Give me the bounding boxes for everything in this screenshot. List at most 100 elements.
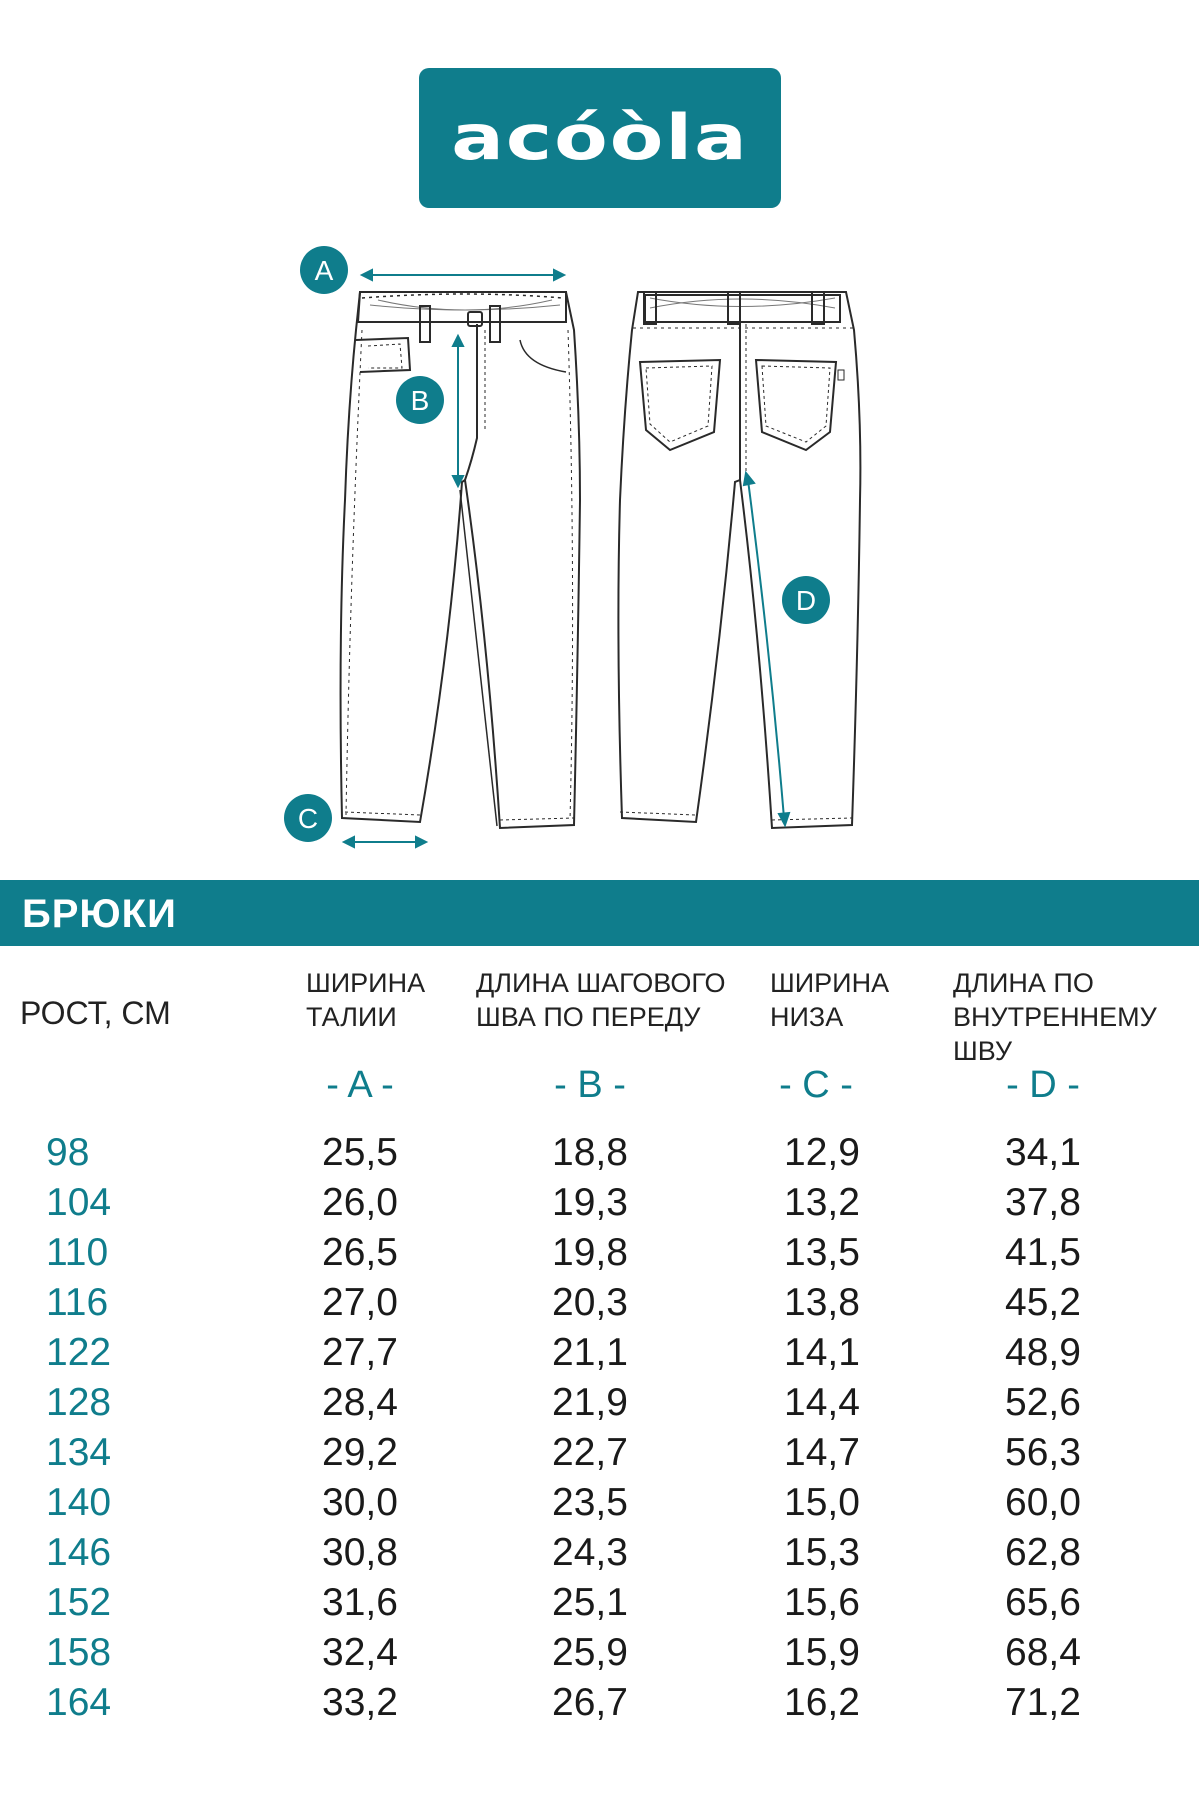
cell-inseam: 62,8 xyxy=(1005,1531,1081,1574)
pants-diagram: A B C D xyxy=(284,246,862,849)
cell-hem-width: 15,3 xyxy=(784,1531,860,1574)
cell-hem-width: 13,2 xyxy=(784,1181,860,1224)
cell-height: 140 xyxy=(46,1481,112,1524)
header-hem-width: ШИРИНА НИЗА xyxy=(770,966,889,1034)
brand-logo: acóòla xyxy=(419,68,781,208)
pants-back-view xyxy=(617,291,862,830)
size-table: 98 25,5 18,8 12,9 34,1 104 26,0 19,3 13,… xyxy=(0,1128,1199,1728)
cell-height: 134 xyxy=(46,1431,112,1474)
cell-hem-width: 14,1 xyxy=(784,1331,860,1374)
cell-waist-width: 25,5 xyxy=(322,1131,398,1174)
cell-front-rise: 18,8 xyxy=(552,1131,628,1174)
cell-inseam: 41,5 xyxy=(1005,1231,1081,1274)
cell-inseam: 65,6 xyxy=(1005,1581,1081,1624)
cell-inseam: 56,3 xyxy=(1005,1431,1081,1474)
cell-waist-width: 26,5 xyxy=(322,1231,398,1274)
measure-b-arrow xyxy=(451,333,465,489)
cell-height: 116 xyxy=(46,1281,109,1324)
cell-hem-width: 14,4 xyxy=(784,1381,860,1424)
cell-inseam: 37,8 xyxy=(1005,1181,1081,1224)
header-d-line2: ВНУТРЕННЕМУ ШВУ xyxy=(953,1002,1157,1066)
logo-text: acóòla xyxy=(451,102,749,174)
table-row: 140 30,0 23,5 15,0 60,0 xyxy=(0,1478,1199,1528)
cell-inseam: 34,1 xyxy=(1005,1131,1081,1174)
header-waist-width: ШИРИНА ТАЛИИ xyxy=(306,966,425,1034)
column-mark-c: - C - xyxy=(779,1064,853,1106)
column-mark-a: - A - xyxy=(326,1064,394,1106)
header-inseam-length: ДЛИНА ПО ВНУТРЕННЕМУ ШВУ xyxy=(953,966,1199,1068)
marker-a: A xyxy=(300,246,348,294)
cell-height: 152 xyxy=(46,1581,112,1624)
cell-waist-width: 27,0 xyxy=(322,1281,398,1324)
cell-front-rise: 25,9 xyxy=(552,1631,628,1674)
svg-text:A: A xyxy=(315,255,334,286)
table-row: 104 26,0 19,3 13,2 37,8 xyxy=(0,1178,1199,1228)
pants-front-view xyxy=(339,291,582,830)
svg-text:B: B xyxy=(411,385,430,416)
table-row: 152 31,6 25,1 15,6 65,6 xyxy=(0,1578,1199,1628)
cell-hem-width: 14,7 xyxy=(784,1431,860,1474)
cell-height: 158 xyxy=(46,1631,112,1674)
table-row: 146 30,8 24,3 15,3 62,8 xyxy=(0,1528,1199,1578)
cell-height: 164 xyxy=(46,1681,112,1724)
cell-height: 98 xyxy=(46,1131,90,1174)
cell-height: 110 xyxy=(46,1231,109,1274)
cell-front-rise: 19,8 xyxy=(552,1231,628,1274)
cell-hem-width: 15,9 xyxy=(784,1631,860,1674)
column-mark-b: - B - xyxy=(554,1064,626,1106)
table-row: 98 25,5 18,8 12,9 34,1 xyxy=(0,1128,1199,1178)
cell-waist-width: 31,6 xyxy=(322,1581,398,1624)
marker-d: D xyxy=(782,576,830,624)
measure-c-arrow xyxy=(341,835,429,849)
cell-front-rise: 23,5 xyxy=(552,1481,628,1524)
cell-inseam: 48,9 xyxy=(1005,1331,1081,1374)
cell-hem-width: 12,9 xyxy=(784,1131,860,1174)
header-b-line1: ДЛИНА ШАГОВОГО xyxy=(476,968,726,998)
cell-front-rise: 26,7 xyxy=(552,1681,628,1724)
cell-hem-width: 15,6 xyxy=(784,1581,860,1624)
table-row: 164 33,2 26,7 16,2 71,2 xyxy=(0,1678,1199,1728)
cell-waist-width: 30,8 xyxy=(322,1531,398,1574)
table-row: 134 29,2 22,7 14,7 56,3 xyxy=(0,1428,1199,1478)
cell-front-rise: 19,3 xyxy=(552,1181,628,1224)
measure-d-arrow xyxy=(742,470,791,828)
table-row: 110 26,5 19,8 13,5 41,5 xyxy=(0,1228,1199,1278)
measure-a-arrow xyxy=(359,268,567,282)
cell-inseam: 68,4 xyxy=(1005,1631,1081,1674)
cell-front-rise: 24,3 xyxy=(552,1531,628,1574)
cell-height: 104 xyxy=(46,1181,112,1224)
cell-front-rise: 21,9 xyxy=(552,1381,628,1424)
marker-b: B xyxy=(396,376,444,424)
cell-height: 146 xyxy=(46,1531,112,1574)
cell-inseam: 71,2 xyxy=(1005,1681,1081,1724)
table-row: 122 27,7 21,1 14,1 48,9 xyxy=(0,1328,1199,1378)
cell-inseam: 60,0 xyxy=(1005,1481,1081,1524)
cell-hem-width: 16,2 xyxy=(784,1681,860,1724)
header-c-line1: ШИРИНА xyxy=(770,968,890,998)
cell-front-rise: 20,3 xyxy=(552,1281,628,1324)
header-front-rise-length: ДЛИНА ШАГОВОГО ШВА ПО ПЕРЕДУ xyxy=(476,966,726,1034)
cell-inseam: 45,2 xyxy=(1005,1281,1081,1324)
svg-text:C: C xyxy=(298,803,318,834)
table-row: 116 27,0 20,3 13,8 45,2 xyxy=(0,1278,1199,1328)
section-band: БРЮКИ xyxy=(0,880,1199,946)
header-height: РОСТ, СМ xyxy=(20,995,171,1031)
cell-front-rise: 22,7 xyxy=(552,1431,628,1474)
header-a-line1: ШИРИНА xyxy=(306,968,426,998)
cell-front-rise: 21,1 xyxy=(552,1331,628,1374)
header-b-line2: ШВА ПО ПЕРЕДУ xyxy=(476,1002,701,1032)
table-row: 128 28,4 21,9 14,4 52,6 xyxy=(0,1378,1199,1428)
cell-waist-width: 32,4 xyxy=(322,1631,398,1674)
cell-height: 122 xyxy=(46,1331,112,1374)
cell-hem-width: 13,8 xyxy=(784,1281,860,1324)
cell-height: 128 xyxy=(46,1381,112,1424)
header-d-line1: ДЛИНА ПО xyxy=(953,968,1094,998)
header-a-line2: ТАЛИИ xyxy=(306,1002,397,1032)
header-c-line2: НИЗА xyxy=(770,1002,844,1032)
cell-waist-width: 30,0 xyxy=(322,1481,398,1524)
table-row: 158 32,4 25,9 15,9 68,4 xyxy=(0,1628,1199,1678)
cell-inseam: 52,6 xyxy=(1005,1381,1081,1424)
cell-front-rise: 25,1 xyxy=(552,1581,628,1624)
svg-text:D: D xyxy=(796,585,816,616)
cell-waist-width: 33,2 xyxy=(322,1681,398,1724)
